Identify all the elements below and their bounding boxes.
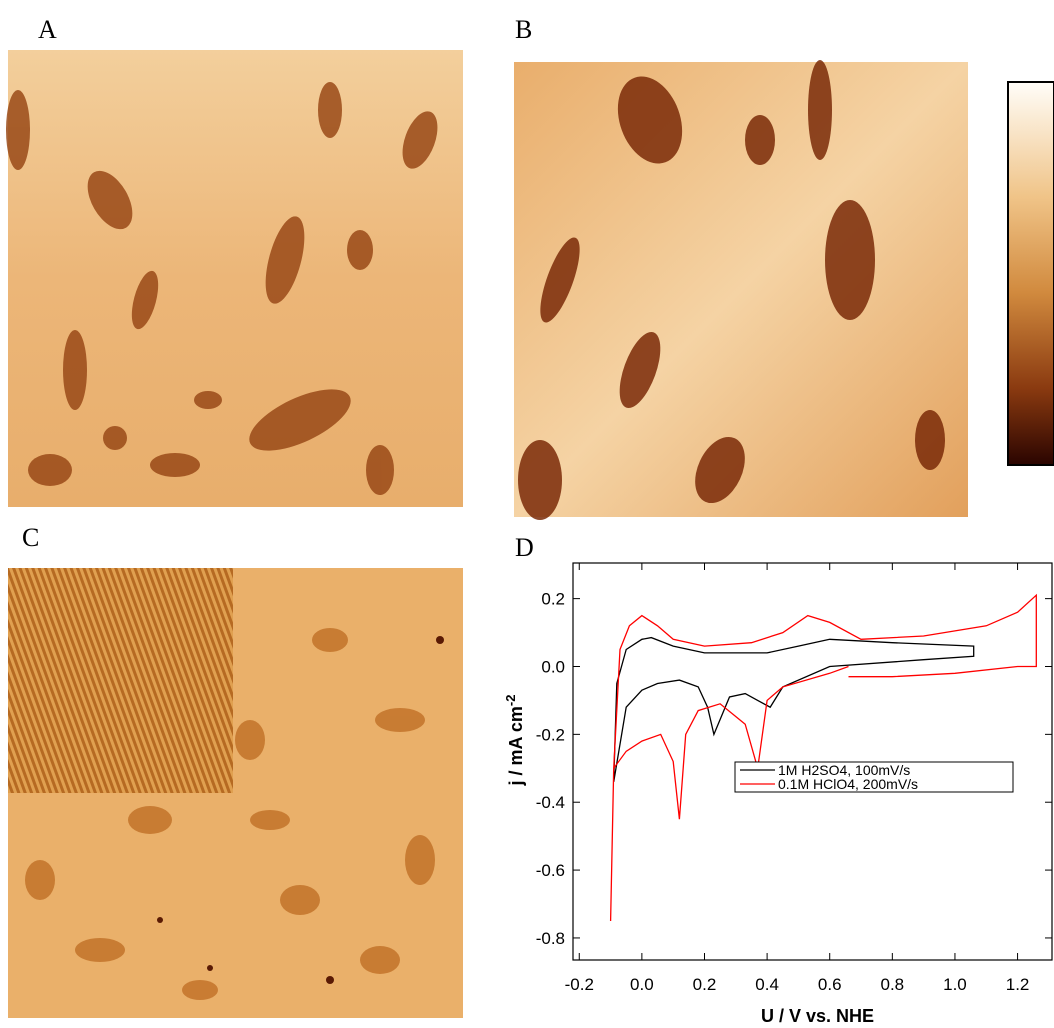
y-tick-label: -0.6 (536, 861, 565, 880)
plot-frame (572, 562, 1053, 961)
colorbar (1007, 81, 1054, 466)
panel-label: D (515, 533, 534, 562)
y-tick-label: -0.8 (536, 929, 565, 948)
y-tick-label: -0.4 (536, 793, 565, 812)
cv-chart: -0.2 0.0 0.2 0.4 0.6 0.8 1.0 1.2 0.2 0.0 -0.2 -0.4 -… (503, 562, 1053, 1026)
stm-image-c (8, 568, 463, 1018)
panel-label: B (515, 15, 532, 44)
x-tick-label: 1.2 (1006, 975, 1030, 994)
y-tick-label: 0.0 (541, 657, 565, 676)
panel-label: C (22, 523, 39, 552)
x-tick-label: -0.2 (565, 975, 594, 994)
y-axis-label: j / mA cm-2 (503, 695, 526, 787)
legend-label: 1M H2SO4, 100mV/s (778, 762, 910, 778)
x-tick-label: 0.2 (693, 975, 717, 994)
legend-label: 0.1M HClO4, 200mV/s (778, 776, 918, 792)
x-tick-label: 0.4 (755, 975, 779, 994)
x-tick-label: 0.0 (630, 975, 654, 994)
y-tick-label: -0.2 (536, 725, 565, 744)
stm-image-a (6, 50, 463, 507)
x-tick-label: 0.6 (818, 975, 842, 994)
x-tick-label: 1.0 (943, 975, 967, 994)
legend-box (734, 761, 1014, 793)
stm-image-b (514, 60, 968, 520)
y-tick-label: 0.2 (541, 590, 565, 609)
x-axis-label: U / V vs. NHE (761, 1006, 874, 1026)
cv-curve (609, 593, 1037, 922)
x-tick-label: 0.8 (881, 975, 905, 994)
panel-label: A (38, 15, 57, 44)
y-axis-label-sup: -2 (503, 695, 518, 707)
cv-curve (613, 636, 975, 783)
y-axis-label-text: j / mA cm (506, 706, 526, 786)
